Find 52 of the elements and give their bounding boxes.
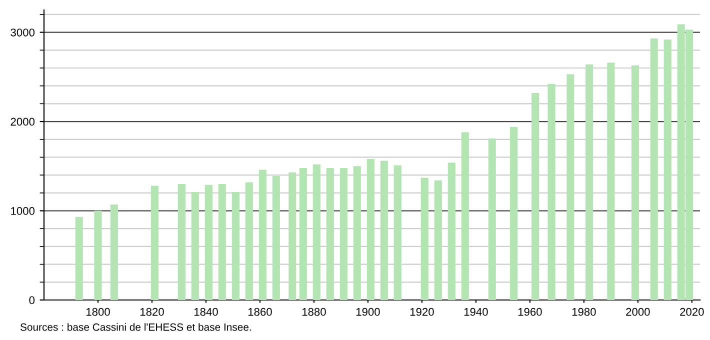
bar [178,184,186,300]
x-tick-label: 1900 [356,308,380,316]
bar [326,168,334,300]
x-tick-label: 1820 [140,308,164,316]
x-tick-label: 1800 [86,308,110,316]
y-tick-label: 0 [29,296,35,304]
bar [245,182,253,300]
bar [191,192,199,300]
x-tick-label: 1860 [248,308,272,316]
bar [353,166,361,300]
bar [218,184,226,300]
bar [75,217,83,300]
y-tick-label: 1000 [11,207,35,215]
y-tick-label: 2000 [10,118,35,126]
x-tick-label: 1940 [464,308,488,316]
bar [272,176,280,300]
bar [394,165,402,300]
x-tick-label: 1980 [572,308,596,316]
bar [232,192,240,300]
bar [586,64,594,300]
y-tick-label: 3000 [10,28,35,36]
bar [510,126,518,300]
x-tick-label: 1880 [302,308,326,316]
bar [566,74,574,300]
bar [434,180,442,300]
bar [380,160,388,300]
bar [288,172,296,300]
x-tick-label: 1960 [518,308,542,316]
bar [448,162,456,300]
bar [548,84,556,300]
bar [94,210,102,300]
bar [312,164,320,300]
bar [258,170,266,300]
bar [340,168,348,300]
bar [204,184,212,300]
bar [299,168,307,300]
bar [461,132,469,300]
bar [650,38,658,300]
bar [420,178,428,300]
x-tick-label: 2020 [680,308,704,316]
x-tick-label: 1840 [194,308,218,316]
x-tick-label: 1920 [410,308,434,316]
bar [631,65,639,300]
bar [150,186,158,300]
bar [532,92,540,300]
bar [366,159,374,300]
bar [664,39,672,300]
bar [488,138,496,300]
bar [110,204,118,300]
source-note: Sources : base Cassini de l'EHESS et base Insee. [20,323,251,331]
bar [607,62,615,300]
x-tick-label: 2000 [626,308,650,316]
